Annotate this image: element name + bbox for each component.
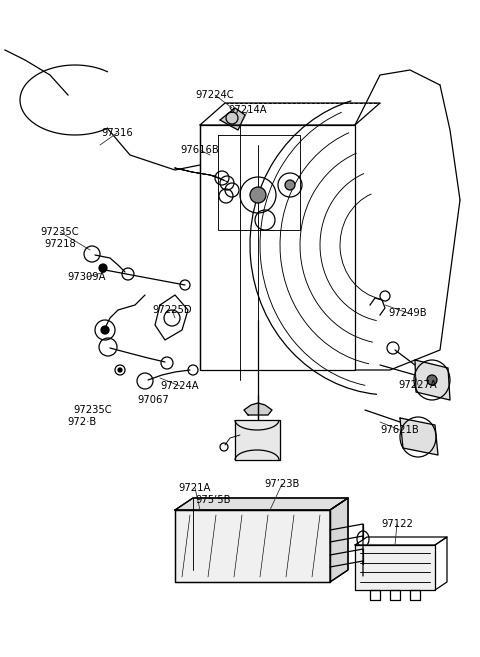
Text: 97235C: 97235C (41, 227, 79, 237)
Circle shape (250, 187, 266, 203)
Polygon shape (400, 418, 438, 455)
Polygon shape (415, 360, 450, 400)
Polygon shape (175, 510, 330, 582)
Polygon shape (235, 420, 280, 460)
Text: 97214A: 97214A (228, 105, 267, 115)
Text: 97224A: 97224A (161, 381, 199, 391)
Text: 97218: 97218 (44, 239, 76, 249)
Circle shape (427, 375, 437, 385)
Polygon shape (220, 108, 245, 130)
Text: 9721A: 9721A (179, 483, 211, 493)
Polygon shape (355, 545, 435, 590)
Text: 972·B: 972·B (67, 417, 96, 427)
Text: 97316: 97316 (101, 128, 133, 138)
Text: 97227A: 97227A (398, 380, 437, 390)
Text: 97621B: 97621B (381, 425, 420, 435)
Polygon shape (330, 498, 348, 582)
Text: 97249B: 97249B (389, 308, 427, 318)
Text: 97067: 97067 (137, 395, 169, 405)
Text: 97224C: 97224C (196, 90, 234, 100)
Text: 975’5B: 975’5B (195, 495, 231, 505)
Text: 97122: 97122 (381, 519, 413, 529)
Circle shape (285, 180, 295, 190)
Polygon shape (175, 498, 348, 510)
Text: 97235C: 97235C (74, 405, 112, 415)
Text: 97’23B: 97’23B (264, 479, 300, 489)
Text: 97616B: 97616B (180, 145, 219, 155)
Circle shape (99, 264, 107, 272)
Polygon shape (244, 403, 272, 415)
Text: 97225D: 97225D (152, 305, 192, 315)
Circle shape (101, 326, 109, 334)
Circle shape (118, 368, 122, 372)
Text: 97309A: 97309A (68, 272, 106, 282)
